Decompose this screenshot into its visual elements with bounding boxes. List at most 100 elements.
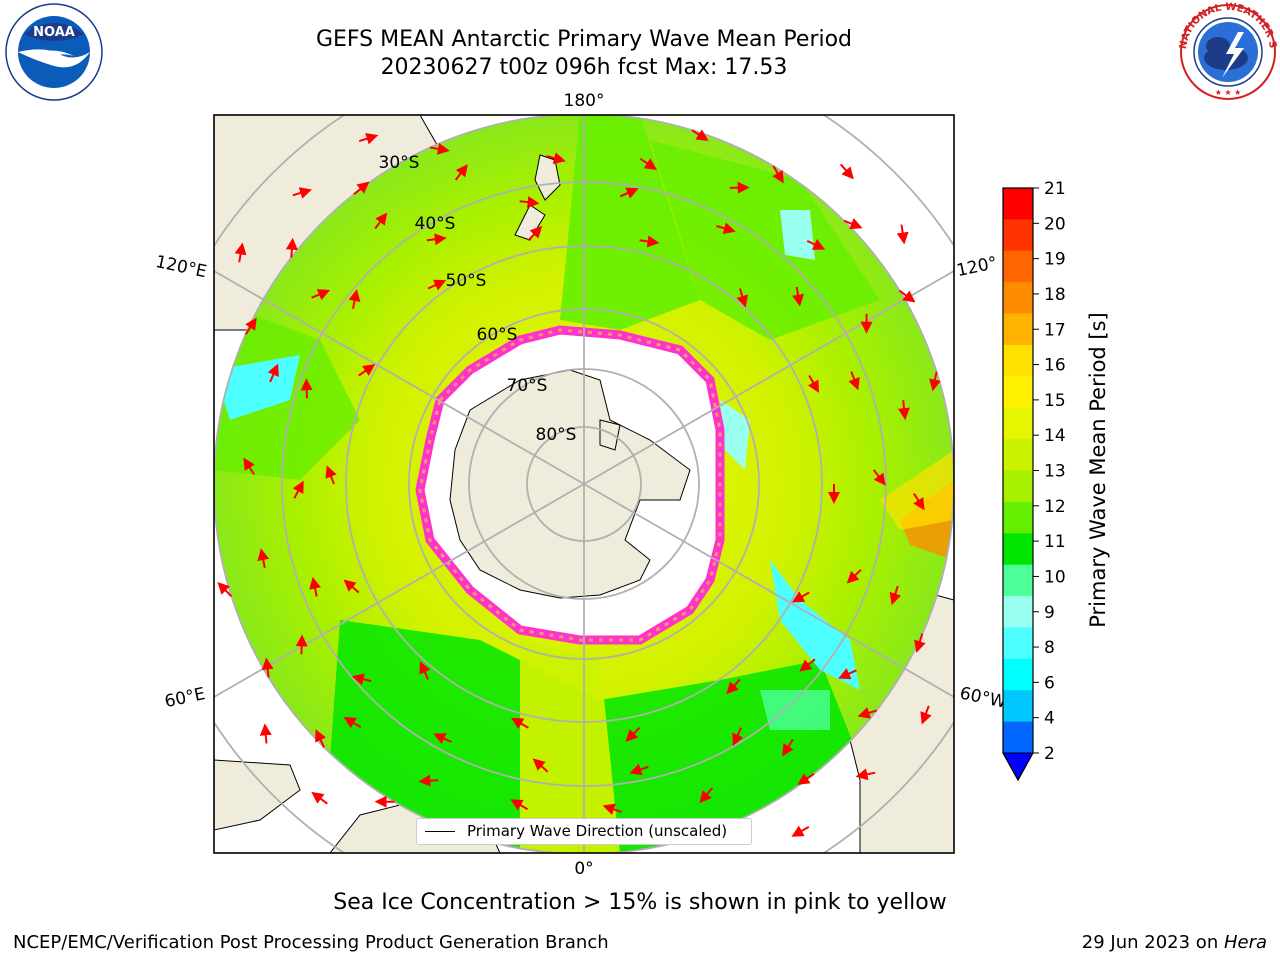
sea-ice-note: Sea Ice Concentration > 15% is shown in … <box>333 890 947 915</box>
colorbar-segment <box>1003 596 1033 628</box>
lat-label-80s: 80°S <box>536 425 577 445</box>
colorbar-segments <box>1002 187 1034 782</box>
map-subtitle: 20230627 t00z 096h fcst Max: 17.53 <box>380 55 788 80</box>
nws-logo: NATIONAL WEATHER SERVICE ★ ★ ★ <box>1174 0 1278 106</box>
wave-arrow <box>736 288 748 308</box>
wave-arrow <box>896 224 909 245</box>
wave-arrow <box>259 723 272 744</box>
colorbar-tick-label: 6 <box>1044 673 1055 693</box>
wave-arrow <box>732 727 744 746</box>
colorbar-tick-label: 13 <box>1044 462 1066 482</box>
wave-arrow <box>454 164 468 181</box>
wave-arrow <box>625 726 641 742</box>
colorbar-border <box>1002 187 1034 782</box>
wave-arrow <box>716 222 736 234</box>
colorbar-segment <box>1003 721 1033 754</box>
wave-arrow <box>311 791 328 805</box>
wave-arrow <box>619 187 639 199</box>
wave-arrow <box>433 733 452 745</box>
colorbar-segment <box>1003 470 1033 503</box>
colorbar-segment <box>1003 188 1033 220</box>
wave-arrow <box>546 152 566 164</box>
colorbar-tick-label: 10 <box>1044 567 1066 587</box>
colorbar-tick-label: 17 <box>1044 320 1066 340</box>
colorbar-tick-label: 8 <box>1044 638 1055 658</box>
wave-arrow <box>691 129 709 141</box>
colorbar-segment <box>1003 627 1033 660</box>
wave-arrow <box>848 371 860 391</box>
wave-arrow <box>257 548 270 568</box>
colorbar-segment <box>1003 250 1033 283</box>
colorbar-tick-label: 9 <box>1044 603 1055 623</box>
wave-arrow <box>857 707 878 719</box>
lon-label-120w: 120° <box>955 253 999 281</box>
wave-arrow <box>311 289 331 301</box>
wave-arrow <box>261 657 274 678</box>
colorbar-tick-label: 12 <box>1044 497 1066 517</box>
colorbar-segment <box>1003 313 1033 346</box>
colorbar-segment <box>1003 407 1033 440</box>
wave-arrow <box>325 465 337 485</box>
colorbar-tick-label: 15 <box>1044 391 1066 411</box>
wave-arrow <box>797 772 815 785</box>
wave-arrow <box>838 668 857 680</box>
wave-arrow <box>726 678 741 695</box>
wave-arrow <box>217 582 233 597</box>
wave-arrow <box>629 763 649 776</box>
colorbar: 21 20 19 18 17 16 15 14 13 12 11 10 9 8 6 4 2 <box>1002 180 1066 782</box>
antarctica <box>449 369 691 599</box>
svg-text:★ ★ ★: ★ ★ ★ <box>1215 88 1242 97</box>
wave-arrow <box>639 157 657 170</box>
wave-arrow <box>510 799 529 811</box>
wave-arrow <box>343 579 360 594</box>
colorbar-tick-label: 20 <box>1044 214 1066 234</box>
colorbar-segment <box>1003 533 1033 566</box>
noaa-logo: NOAA <box>4 2 104 106</box>
wave-arrow <box>315 729 327 748</box>
wave-arrow <box>510 717 529 729</box>
wave-arrow <box>374 212 388 230</box>
wave-arrow <box>527 225 543 241</box>
colorbar-tick-label: 2 <box>1044 744 1055 764</box>
colorbar-segment <box>1003 439 1033 471</box>
wave-arrow <box>295 634 308 655</box>
colorbar-segment <box>1003 282 1033 315</box>
wave-arrow <box>429 142 450 155</box>
wave-arrow <box>839 163 854 180</box>
wave-arrow <box>843 218 863 230</box>
colorbar-segment <box>1003 219 1033 252</box>
colorbar-ticks: 21 20 19 18 17 16 15 14 13 12 11 10 9 8 6 4 2 <box>1033 180 1066 764</box>
wave-arrow <box>772 165 784 184</box>
wave-arrow <box>914 633 926 653</box>
wave-arrow <box>872 469 886 486</box>
colorbar-tick-label: 4 <box>1044 709 1055 729</box>
wave-arrow <box>351 673 372 686</box>
wave-arrow <box>792 286 804 307</box>
map-frame <box>213 114 955 854</box>
wave-arrow <box>292 187 312 199</box>
colorbar-extend-triangle <box>1002 752 1034 782</box>
wave-arrow <box>419 661 431 680</box>
colorbar-tick-label: 18 <box>1044 285 1066 305</box>
wave-arrow <box>243 457 255 476</box>
wave-arrow <box>913 492 925 511</box>
colorbar-segment <box>1003 376 1033 409</box>
lon-label-60e: 60°E <box>163 684 207 712</box>
wave-arrow <box>898 400 910 421</box>
wave-arrow <box>300 378 313 399</box>
colorbar-label: Primary Wave Mean Period [s] <box>1086 312 1110 628</box>
wave-arrow <box>309 576 321 597</box>
wave-arrow <box>898 289 916 303</box>
colorbar-tick-label: 16 <box>1044 356 1066 376</box>
wave-arrow <box>285 237 298 258</box>
wave-arrow <box>920 705 932 725</box>
wave-arrow <box>855 768 876 781</box>
footer-credit: NCEP/EMC/Verification Post Processing Pr… <box>13 932 609 953</box>
wave-arrow <box>699 787 714 804</box>
legend-entry: Primary Wave Direction (unscaled) <box>467 822 728 840</box>
colorbar-segment <box>1003 501 1033 534</box>
colorbar-tick-label: 19 <box>1044 250 1066 270</box>
colorbar-segment <box>1003 658 1033 691</box>
lat-label-70s: 70°S <box>507 376 548 396</box>
wave-arrow <box>846 568 862 584</box>
